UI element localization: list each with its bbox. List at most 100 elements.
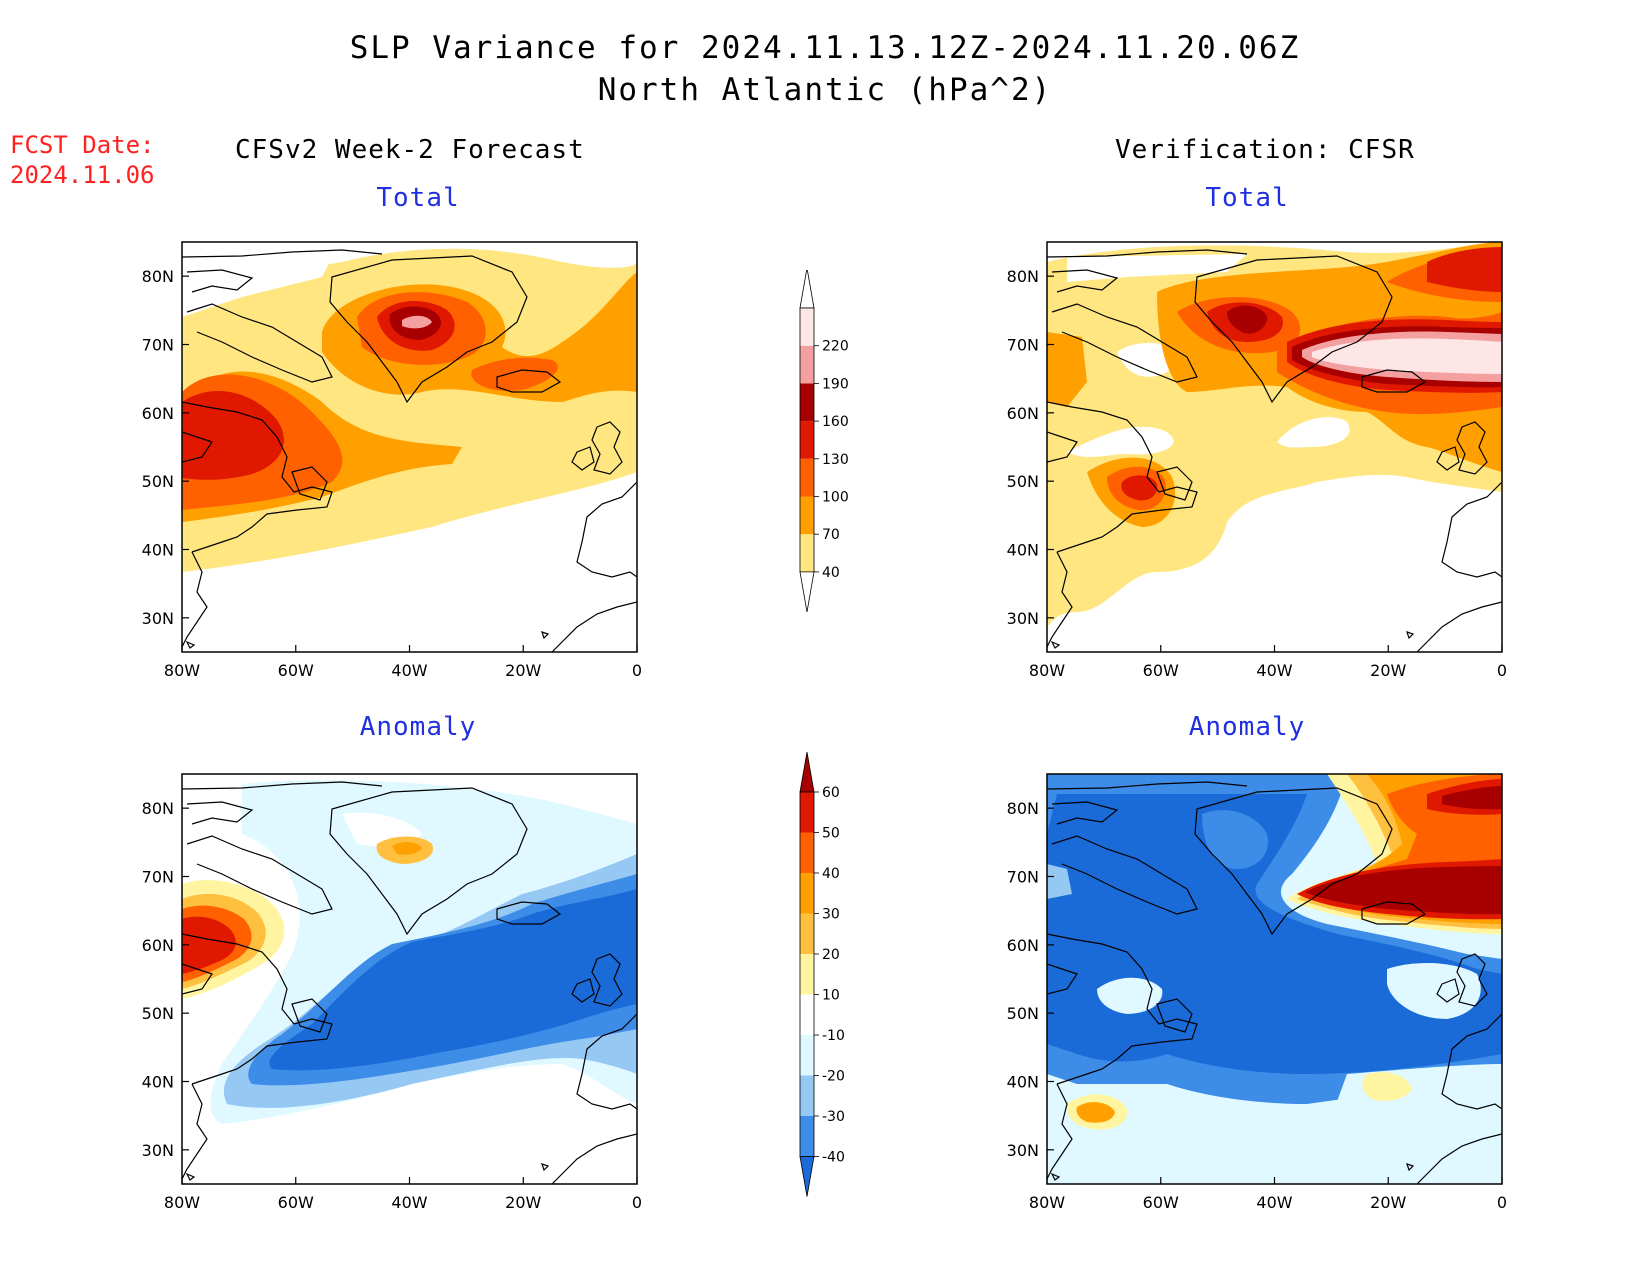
lon-tick-label: 20W [505,1193,541,1212]
colorbar-tick-label: -40 [822,1150,845,1166]
lat-tick-label: 70N [1007,336,1039,355]
lon-tick-label: 0 [1497,1193,1507,1212]
anomaly-colorbar: -40 -30 -20 -10 10 20 30 40 50 60 [799,752,845,1197]
colorbar-tick-label: 160 [822,414,849,430]
colorbar-tick-label: 50 [822,826,840,842]
map-axis-ticks: 80N 70N 60N 50N 40N 30N 80W 60W 40W 20W 0 [1007,799,1507,1212]
forecast-column-title: CFSv2 Week-2 Forecast [235,135,585,165]
verification-anomaly-field [1047,774,1502,1184]
colorbar-segment [800,1116,814,1157]
total-colorbar: 40 70 100 130 160 190 220 [799,270,849,612]
colorbar-segment [800,913,814,954]
lon-tick-label: 60W [278,661,314,680]
lat-tick-label: 80N [142,799,174,818]
colorbar-top-arrow [799,270,815,309]
lat-tick-label: 50N [1007,1004,1039,1023]
colorbar-tick-label: 10 [822,988,840,1004]
lat-tick-label: 60N [142,404,174,423]
lon-tick-label: 60W [278,1193,314,1212]
lon-tick-label: 80W [1029,1193,1065,1212]
colorbar-tick-label: 20 [822,947,840,963]
forecast-anomaly-title: Anomaly [359,712,477,742]
colorbar-tick-label: 40 [822,866,840,882]
lat-tick-label: 40N [142,541,174,560]
lat-tick-label: 40N [142,1073,174,1092]
forecast-total-map: 80N 70N 60N 50N 40N 30N 80W 60W 40W 20W 0 [142,241,642,680]
lat-tick-label: 60N [1007,936,1039,955]
lat-tick-label: 50N [1007,472,1039,491]
verification-column-title: Verification: CFSR [1115,135,1415,165]
lat-tick-label: 40N [1007,541,1039,560]
lat-tick-label: 70N [142,336,174,355]
verification-total-field [1047,242,1502,652]
lon-tick-label: 20W [1370,661,1406,680]
map-axis-ticks: 80N 70N 60N 50N 40N 30N 80W 60W 40W 20W 0 [142,799,642,1212]
lon-tick-label: 60W [1143,1193,1179,1212]
lon-tick-label: 40W [391,661,427,680]
colorbar-segment [800,345,814,384]
lat-tick-label: 30N [1007,609,1039,628]
verification-anomaly-map: 80N 70N 60N 50N 40N 30N 80W 60W 40W 20W 0 [1007,773,1507,1212]
lat-tick-label: 80N [1007,799,1039,818]
colorbar-segment [800,873,814,914]
fcst-date-label: FCST Date: [10,131,155,159]
lat-tick-label: 50N [142,472,174,491]
lat-tick-label: 30N [1007,1141,1039,1160]
lat-tick-label: 60N [1007,404,1039,423]
colorbar-tick-label: 130 [822,452,849,468]
colorbar-segment [800,1075,814,1116]
colorbar-segment [800,792,814,833]
lat-tick-label: 50N [142,1004,174,1023]
colorbar-segment [800,534,814,572]
forecast-anomaly-field [182,774,637,1184]
colorbar-segment [800,383,814,422]
verification-total-title: Total [1205,183,1289,213]
lon-tick-label: 20W [505,661,541,680]
colorbar-tick-label: 190 [822,376,849,392]
lon-tick-label: 60W [1143,661,1179,680]
colorbar-top-arrow [799,752,815,793]
map-axis-ticks: 80N 70N 60N 50N 40N 30N 80W 60W 40W 20W 0 [1007,267,1507,680]
verification-total-map: 80N 70N 60N 50N 40N 30N 80W 60W 40W 20W 0 [1007,241,1507,680]
colorbar-tick-label: 220 [822,339,849,355]
lon-tick-label: 40W [1256,661,1292,680]
lon-tick-label: 20W [1370,1193,1406,1212]
colorbar-segment [800,1035,814,1076]
forecast-anomaly-map: 80N 70N 60N 50N 40N 30N 80W 60W 40W 20W 0 [142,773,642,1212]
verification-anomaly-title: Anomaly [1188,712,1306,742]
lat-tick-label: 80N [142,267,174,286]
colorbar-tick-label: 60 [822,785,840,801]
colorbar-tick-label: 70 [822,527,840,543]
fcst-date-block: FCST Date: 2024.11.06 [10,130,155,190]
lon-tick-label: 0 [632,1193,642,1212]
lat-tick-label: 30N [142,609,174,628]
colorbar-bottom-arrow [799,1156,815,1197]
colorbar-segment [800,954,814,995]
colorbar-segment [800,496,814,535]
colorbar-tick-label: -20 [822,1069,845,1085]
colorbar-tick-label: 40 [822,565,840,581]
colorbar-segment [800,832,814,873]
lat-tick-label: 30N [142,1141,174,1160]
colorbar-segment [800,308,814,346]
lon-tick-label: 80W [164,1193,200,1212]
forecast-total-title: Total [376,183,460,213]
colorbar-segment [800,421,814,459]
lat-tick-label: 40N [1007,1073,1039,1092]
lon-tick-label: 80W [164,661,200,680]
lat-tick-label: 80N [1007,267,1039,286]
colorbar-segment [800,458,814,497]
lat-tick-label: 70N [142,868,174,887]
lat-tick-label: 70N [1007,868,1039,887]
colorbar-tick-label: 100 [822,490,849,506]
fcst-date-value: 2024.11.06 [10,161,155,189]
lat-tick-label: 60N [142,936,174,955]
colorbar-tick-label: -30 [822,1109,845,1125]
colorbar-bottom-arrow [799,571,815,612]
lon-tick-label: 0 [1497,661,1507,680]
forecast-total-field [182,242,637,652]
colorbar-tick-label: 30 [822,907,840,923]
lon-tick-label: 40W [391,1193,427,1212]
colorbar-segment [800,994,814,1035]
colorbar-tick-label: -10 [822,1028,845,1044]
